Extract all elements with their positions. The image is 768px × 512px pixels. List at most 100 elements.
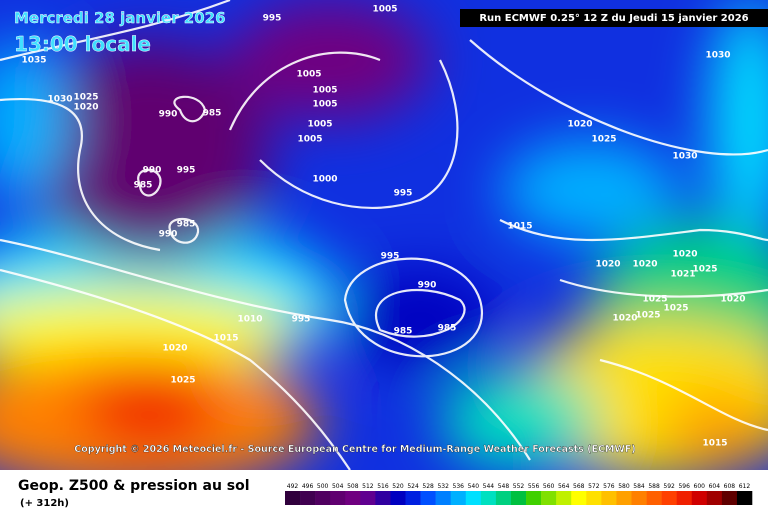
isobar-label: 1005	[296, 70, 321, 80]
local-time: 13:00 locale	[14, 32, 151, 56]
color-swatch	[691, 491, 708, 505]
isobar-label: 1005	[297, 135, 322, 145]
color-swatch	[405, 491, 421, 505]
color-swatch	[450, 491, 467, 505]
color-swatch	[390, 491, 406, 505]
isobar-label: 1020	[73, 103, 98, 113]
isobar-label: 1030	[47, 95, 72, 105]
isobar-label: 1015	[702, 439, 727, 449]
isobar-label: 1025	[642, 295, 667, 305]
colorbar-label: 544	[483, 483, 495, 490]
colorbar-label: 572	[588, 483, 600, 490]
legend-subtitle: (+ 312h)	[20, 498, 69, 509]
color-swatch	[420, 491, 436, 505]
color-swatch	[736, 491, 753, 505]
isobar-label: 1015	[507, 222, 532, 232]
color-swatch	[631, 491, 647, 505]
colorbar-label: 608	[724, 483, 736, 490]
colorbar-label: 496	[302, 483, 314, 490]
run-banner	[460, 9, 768, 27]
isobar-label: 1020	[720, 295, 745, 305]
isobar-label: 1020	[612, 314, 637, 324]
isobar-label: 995	[394, 189, 413, 199]
colorbar-label: 540	[468, 483, 480, 490]
colorbar-label: 596	[678, 483, 690, 490]
copyright: Copyright © 2026 Meteociel.fr - Source E…	[74, 444, 635, 455]
isobar-label: 1005	[312, 86, 337, 96]
color-swatch	[465, 491, 482, 505]
color-swatch	[556, 491, 572, 505]
colorbar-label: 588	[648, 483, 660, 490]
color-swatch	[480, 491, 497, 505]
colorbar-label: 556	[528, 483, 540, 490]
colorbar-label: 560	[543, 483, 555, 490]
color-swatch	[345, 491, 361, 505]
isobar-label: 1025	[73, 93, 98, 103]
colorbar-label: 500	[317, 483, 329, 490]
color-swatch	[526, 491, 542, 505]
isobar-label: 1020	[672, 250, 697, 260]
colorbar-label: 524	[407, 483, 419, 490]
color-swatch	[601, 491, 617, 505]
color-swatch	[375, 491, 391, 505]
color-swatch	[541, 491, 557, 505]
isobar-label: 1005	[312, 100, 337, 110]
color-swatch	[435, 491, 452, 505]
map-background	[0, 0, 768, 490]
isobar-label: 1025	[591, 135, 616, 145]
isobar-label: 1030	[672, 152, 697, 162]
colorbar-label: 492	[287, 483, 299, 490]
isobar-label: 1020	[567, 120, 592, 130]
isobar-label: 985	[177, 220, 196, 230]
isobar-label: 985	[394, 327, 413, 337]
colorbar-label: 604	[709, 483, 721, 490]
colorbar-label: 576	[603, 483, 615, 490]
color-swatch	[721, 491, 738, 505]
color-swatch	[706, 491, 723, 505]
colorbar-label: 528	[422, 483, 434, 490]
color-swatch	[315, 491, 331, 505]
isobar-label: 1020	[632, 260, 657, 270]
colorbar-label: 568	[573, 483, 585, 490]
color-swatch	[571, 491, 587, 505]
colorbar-label: 508	[347, 483, 359, 490]
isobar-label: 1030	[705, 51, 730, 61]
color-swatch	[676, 491, 693, 505]
isobar-label: 1025	[663, 304, 688, 314]
isobar-label: 1000	[312, 175, 337, 185]
color-swatch	[510, 491, 527, 505]
color-swatch	[661, 491, 677, 505]
isobar-label: 1010	[237, 315, 262, 325]
isobar-label: 995	[177, 166, 196, 176]
isobar-label: 985	[203, 109, 222, 119]
isobar-label: 990	[418, 281, 437, 291]
run-info: Run ECMWF 0.25° 12 Z du Jeudi 15 janvier…	[479, 13, 748, 24]
isobar-label: 1005	[307, 120, 332, 130]
colorbar-label: 592	[663, 483, 675, 490]
color-swatch	[300, 491, 316, 505]
colorbar-label: 532	[437, 483, 449, 490]
color-swatch	[495, 491, 512, 505]
isobar-label: 1020	[595, 260, 620, 270]
isobar-label: 1025	[170, 376, 195, 386]
colorbar-label: 548	[498, 483, 510, 490]
isobar-label: 990	[159, 110, 178, 120]
color-swatch	[646, 491, 662, 505]
isobar-label: 985	[134, 181, 153, 191]
colorbar-label: 584	[633, 483, 645, 490]
isobar-label: 985	[438, 324, 457, 334]
color-swatch	[616, 491, 632, 505]
isobar-label: 995	[292, 315, 311, 325]
color-swatch	[360, 491, 376, 505]
colorbar-label: 580	[618, 483, 630, 490]
isobar-label: 1015	[213, 334, 238, 344]
isobar-label: 1021	[670, 270, 695, 280]
legend-title: Geop. Z500 & pression au sol	[18, 478, 250, 494]
isobar-label: 1005	[372, 5, 397, 15]
isobar-label: 1035	[21, 56, 46, 66]
colorbar-label: 520	[392, 483, 404, 490]
isobar-label: 990	[159, 230, 178, 240]
color-swatch	[586, 491, 602, 505]
colorbar-label: 600	[694, 483, 706, 490]
